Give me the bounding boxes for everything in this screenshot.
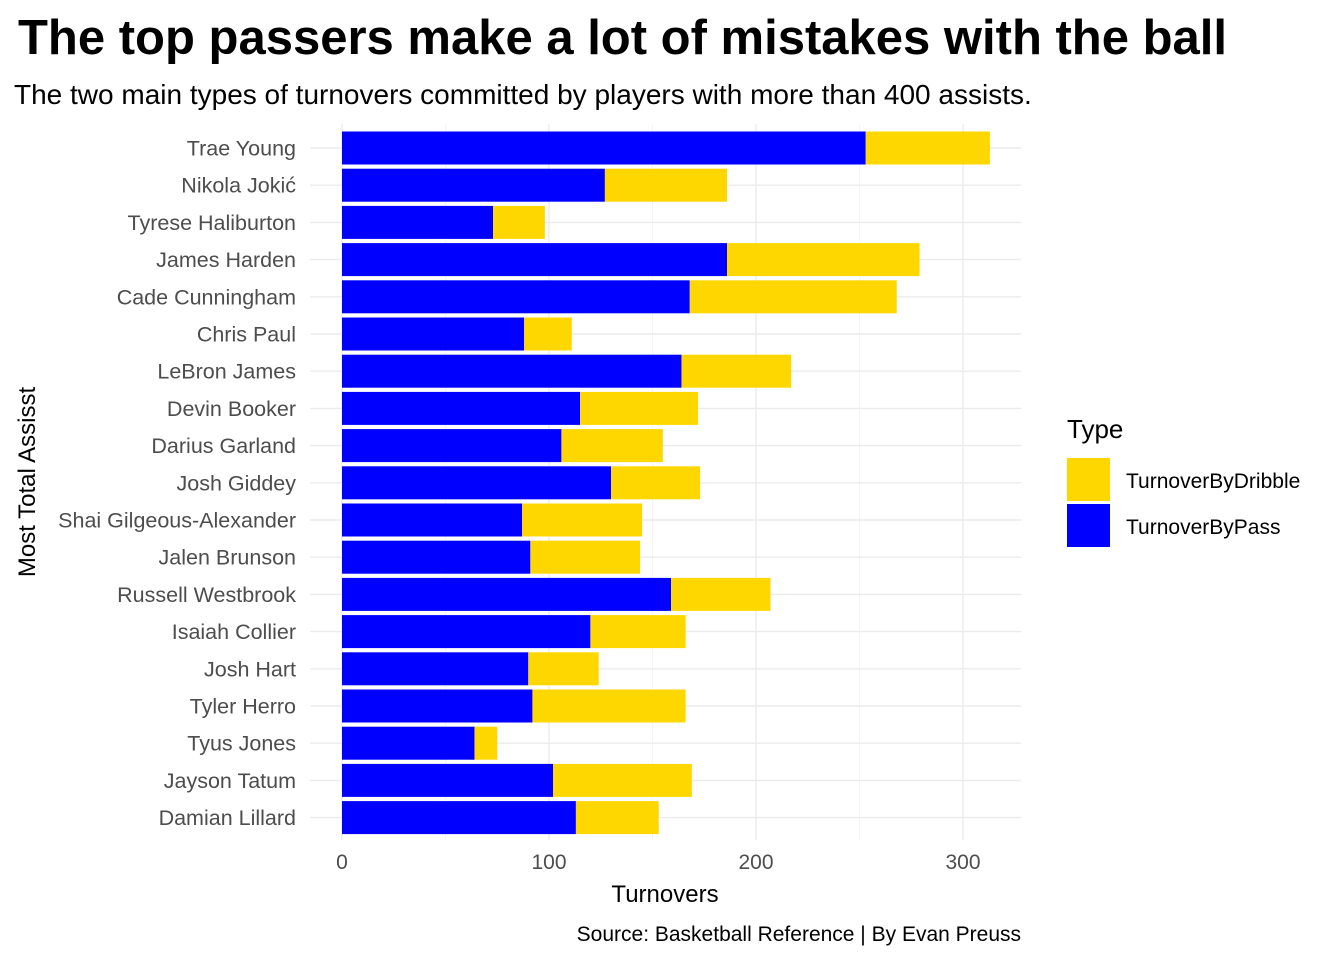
- bar-turnoverbydribble: [865, 131, 990, 165]
- bar-turnoverbypass: [342, 466, 612, 500]
- y-tick-label: Russell Westbrook: [117, 583, 296, 607]
- bar-turnoverbypass: [342, 131, 866, 165]
- y-tick-label: Josh Hart: [204, 657, 296, 681]
- bar-turnoverbydribble: [580, 391, 699, 425]
- bars: [342, 131, 990, 835]
- y-tick-labels: Trae Young Nikola Jokić Tyrese Haliburton J…: [58, 137, 296, 831]
- y-tick-label: Tyler Herro: [190, 695, 296, 719]
- bar-turnoverbypass: [342, 540, 531, 574]
- bar-turnoverbypass: [342, 280, 690, 314]
- legend-title: Type: [1067, 414, 1123, 444]
- legend-swatch: [1067, 458, 1110, 501]
- bar-turnoverbydribble: [671, 577, 771, 611]
- y-tick-label: Chris Paul: [197, 323, 296, 347]
- x-tick-labels: 0 100 200 300: [336, 851, 980, 874]
- bar-turnoverbydribble: [524, 317, 572, 351]
- bar-turnoverbydribble: [561, 429, 663, 463]
- bar-turnoverbypass: [342, 763, 554, 797]
- y-tick-label: Shai Gilgeous-Alexander: [58, 509, 296, 533]
- legend-label: TurnoverByPass: [1126, 516, 1280, 539]
- bar-turnoverbypass: [342, 577, 672, 611]
- x-tick-label: 0: [336, 851, 348, 874]
- bar-turnoverbypass: [342, 429, 562, 463]
- bar-turnoverbypass: [342, 615, 591, 649]
- y-tick-label: James Harden: [156, 248, 296, 272]
- bar-turnoverbydribble: [493, 205, 545, 239]
- bar-turnoverbypass: [342, 391, 581, 425]
- bar-turnoverbypass: [342, 801, 576, 835]
- y-tick-label: Tyus Jones: [187, 732, 296, 756]
- y-tick-label: Devin Booker: [167, 397, 296, 421]
- x-tick-label: 300: [945, 851, 980, 874]
- x-tick-label: 200: [738, 851, 773, 874]
- y-tick-label: Isaiah Collier: [172, 620, 296, 644]
- y-tick-label: LeBron James: [157, 360, 296, 384]
- y-tick-label: Trae Young: [187, 137, 296, 161]
- chart-caption: Source: Basketball Reference | By Evan P…: [577, 923, 1021, 946]
- x-axis-title: Turnovers: [611, 881, 718, 908]
- y-axis-title: Most Total Assisst: [14, 387, 41, 578]
- bar-turnoverbypass: [342, 205, 494, 239]
- y-tick-label: Nikola Jokić: [181, 174, 296, 198]
- legend-swatch: [1067, 504, 1110, 547]
- bar-turnoverbypass: [342, 503, 523, 537]
- bar-turnoverbydribble: [604, 168, 728, 202]
- y-tick-label: Josh Giddey: [176, 471, 296, 495]
- bar-turnoverbydribble: [689, 280, 897, 314]
- legend-items: TurnoverByDribble TurnoverByPass: [1067, 458, 1300, 547]
- bar-turnoverbydribble: [553, 763, 692, 797]
- bar-turnoverbypass: [342, 689, 533, 723]
- bar-turnoverbydribble: [530, 540, 641, 574]
- y-tick-label: Jayson Tatum: [164, 769, 296, 793]
- bar-turnoverbydribble: [590, 615, 686, 649]
- y-tick-label: Jalen Brunson: [159, 546, 296, 570]
- bar-turnoverbydribble: [611, 466, 701, 500]
- chart-subtitle: The two main types of turnovers committe…: [14, 79, 1032, 110]
- bar-turnoverbydribble: [727, 243, 920, 277]
- bar-turnoverbydribble: [681, 354, 792, 388]
- bar-turnoverbydribble: [575, 801, 659, 835]
- legend-label: TurnoverByDribble: [1126, 470, 1300, 493]
- bar-turnoverbypass: [342, 652, 529, 686]
- y-tick-label: Darius Garland: [151, 434, 296, 458]
- bar-turnoverbypass: [342, 243, 728, 277]
- legend: Type TurnoverByDribble TurnoverByPass: [1067, 414, 1300, 547]
- bar-turnoverbypass: [342, 168, 605, 202]
- bar-turnoverbydribble: [528, 652, 599, 686]
- x-tick-label: 100: [531, 851, 566, 874]
- bar-turnoverbypass: [342, 317, 525, 351]
- chart-title: The top passers make a lot of mistakes w…: [18, 11, 1227, 65]
- bar-turnoverbypass: [342, 354, 682, 388]
- y-tick-label: Damian Lillard: [159, 806, 296, 830]
- bar-turnoverbydribble: [532, 689, 686, 723]
- y-tick-label: Tyrese Haliburton: [128, 211, 297, 235]
- y-tick-label: Cade Cunningham: [117, 285, 296, 309]
- bar-turnoverbypass: [342, 726, 475, 760]
- bar-turnoverbydribble: [474, 726, 498, 760]
- bar-turnoverbydribble: [522, 503, 643, 537]
